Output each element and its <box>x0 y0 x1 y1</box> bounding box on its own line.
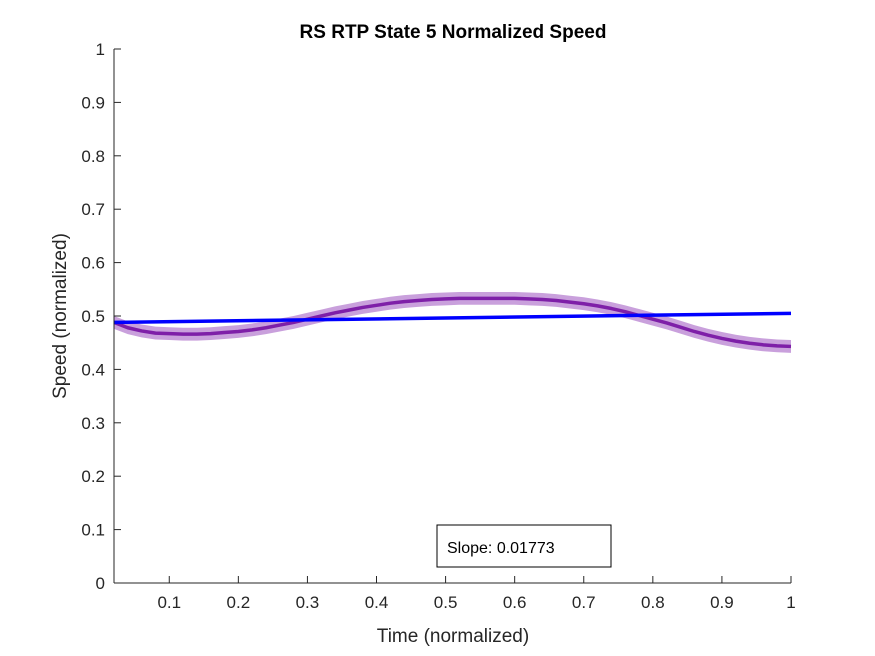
x-tick-label: 1 <box>786 593 795 612</box>
y-tick-label: 0.8 <box>81 147 105 166</box>
slope-annotation-text: Slope: 0.01773 <box>447 540 555 557</box>
y-tick-label: 0.9 <box>81 93 105 112</box>
y-tick-label: 0.3 <box>81 414 105 433</box>
x-tick-label: 0.3 <box>296 593 320 612</box>
y-tick-label: 1 <box>96 40 105 59</box>
x-tick-label: 0.2 <box>227 593 251 612</box>
y-tick-label: 0.1 <box>81 521 105 540</box>
y-tick-label: 0.5 <box>81 307 105 326</box>
error-band <box>114 291 791 353</box>
annotation-layer: Slope: 0.01773 <box>436 524 612 568</box>
slope-annotation-box <box>436 524 612 568</box>
mean-speed-line <box>113 296 792 349</box>
x-tick-label: 0.1 <box>157 593 181 612</box>
chart-title: RS RTP State 5 Normalized Speed <box>300 22 607 43</box>
x-tick-label: 0.4 <box>365 593 389 612</box>
x-tick-label: 0.9 <box>710 593 734 612</box>
x-axis-label: Time (normalized) <box>377 626 529 647</box>
y-axis-label: Speed (normalized) <box>50 233 71 399</box>
y-tick-label: 0 <box>96 574 105 593</box>
x-tick-label: 0.8 <box>641 593 665 612</box>
y-tick-label: 0.6 <box>81 254 105 273</box>
x-tick-label: 0.7 <box>572 593 596 612</box>
linear-fit-line <box>113 311 792 325</box>
x-tick-label: 0.5 <box>434 593 458 612</box>
x-tick-label: 0.6 <box>503 593 527 612</box>
y-tick-label: 0.4 <box>81 360 105 379</box>
y-tick-label: 0.2 <box>81 467 105 486</box>
series-line-layer <box>113 296 792 349</box>
y-tick-label: 0.7 <box>81 200 105 219</box>
axes: 0.1 0.2 0.3 0.4 0.5 0.6 0.7 0.8 0.9 1 0 0.1 0.2 0.3 0.… <box>81 40 795 612</box>
error-band-layer <box>114 291 791 353</box>
